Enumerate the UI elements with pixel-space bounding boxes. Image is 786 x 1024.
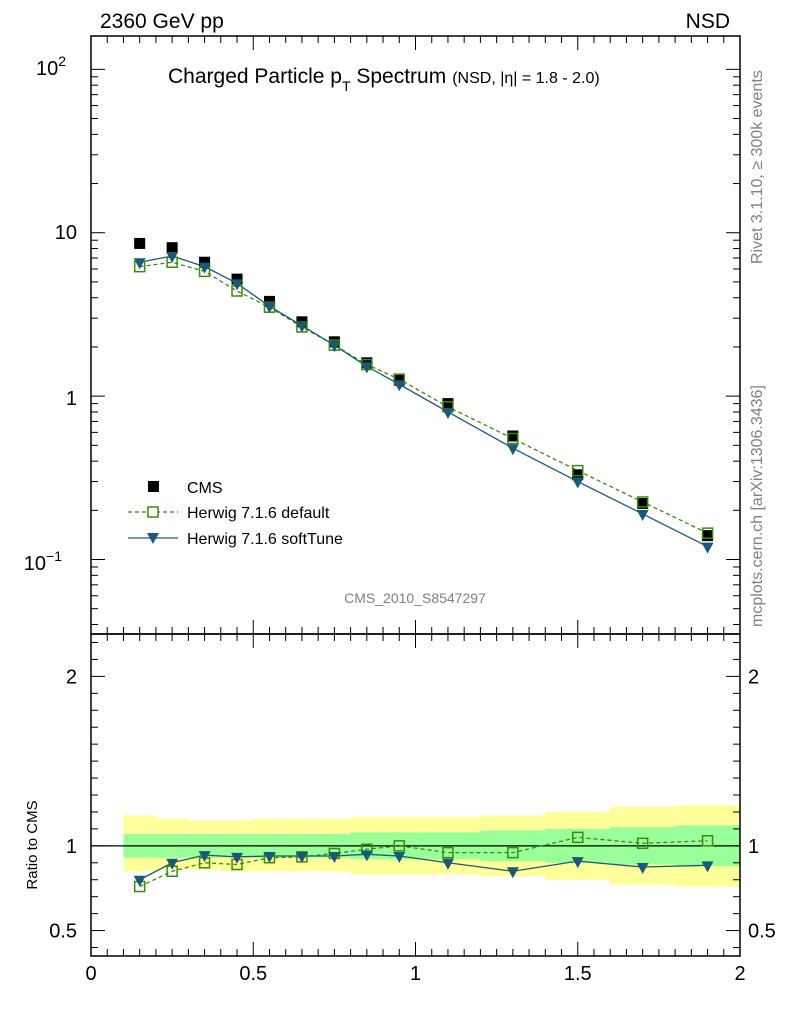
main-point-s2-1 [166,252,179,264]
main-point-s2-13 [701,542,714,554]
legend: CMS Herwig 7.1.6 default Herwig 7.1.6 so… [128,480,343,548]
main-point-s2-11 [571,477,584,489]
ratio-series-line-0 [139,836,708,888]
ratio-point-s1-1 [166,858,179,870]
xtick-label-2: 2 [734,963,745,985]
ratio-point-s1-6 [328,852,341,864]
header-left: 2360 GeV pp [100,10,224,33]
chart-title-extra: (NSD, |η| = 1.8 - 2.0) [452,70,599,87]
main-point-s0-9 [442,398,454,410]
ratio-point-s0-12 [636,837,649,850]
main-point-s0-2 [199,256,211,268]
main-point-s2-0 [133,258,146,270]
main-point-s2-6 [328,341,341,353]
ratio-series-line-1 [139,853,708,881]
main-point-s2-9 [441,407,454,419]
ratio-frame [90,633,741,957]
chart-title-main2: Spectrum [351,65,447,88]
main-point-s1-11 [572,464,584,477]
chart-title-sub: T [342,78,351,94]
rivet-label: Rivet 3.1.10, ≥ 300k events [749,70,766,264]
analysis-watermark: CMS_2010_S8547297 [344,590,486,606]
main-point-s1-12 [636,496,649,508]
ytick-label-10: 10 [55,222,77,244]
ratio-point-s1-11 [571,857,584,869]
legend-marker-cms [148,481,159,492]
ratio-ylabel: Ratio to CMS [24,800,41,889]
ratio-point-s1-9 [441,858,454,870]
ratio-point-s1-0 [133,875,146,887]
chart-title: Charged Particle pT Spectrum (NSD, |η| = … [168,65,600,94]
xtick-label-1: 1 [410,963,421,985]
ytick-label-0.1: 10−1 [24,548,62,575]
ratio-panel: Ratio to CMS [24,633,741,957]
mcplots-label: mcplots.cern.ch [arXiv:1306.3436] [749,385,766,627]
main-point-s0-3 [231,273,243,285]
main-point-s0-10 [507,430,519,442]
ratio-point-s0-13 [701,835,714,847]
chart-title-main: Charged Particle p [168,65,342,88]
ratio-point-s0-10 [507,846,519,859]
main-series-line-2 [139,255,708,548]
ratio-point-s1-3 [231,852,244,864]
legend-marker-softtune [147,533,159,544]
main-point-s1-13 [701,527,714,539]
main-point-s0-8 [393,374,405,386]
main-point-s2-10 [506,444,519,456]
header-right: NSD [686,10,730,33]
ratio-ytick-label-right-1: 1 [748,836,759,858]
xtick-label-1.5: 1.5 [564,963,592,985]
ratio-point-s0-11 [572,831,584,844]
legend-marker-default [147,506,159,518]
main-point-s0-1 [166,242,178,254]
ytick-label-100: 102 [36,53,66,80]
ratio-ytick-label-left-2: 2 [66,666,77,688]
ratio-point-s0-9 [442,846,454,859]
ratio-point-s0-8 [393,840,406,852]
xtick-label-0: 0 [85,963,96,985]
ratio-ytick-label-left-1: 1 [66,836,77,858]
ratio-point-s1-2 [198,851,211,863]
xtick-label-0.5: 0.5 [239,963,267,985]
ratio-point-s1-5 [295,852,308,864]
ratio-point-s1-8 [393,852,406,864]
main-point-s0-4 [263,295,275,307]
main-point-s0-13 [702,530,714,542]
legend-label-default: Herwig 7.1.6 default [187,505,330,522]
main-point-s0-11 [572,469,584,481]
main-point-s2-5 [295,321,308,333]
main-point-s1-10 [507,432,519,445]
main-point-s0-0 [134,237,146,249]
ratio-point-s1-12 [636,863,649,875]
main-panel: Charged Particle pT Spectrum (NSD, |η| = … [24,35,741,635]
ratio-point-s1-13 [701,861,714,873]
legend-label-cms: CMS [187,480,223,497]
main-point-s2-3 [231,279,244,291]
ytick-label-1: 1 [66,388,77,410]
main-point-s2-7 [360,362,373,374]
ratio-plot-layers [90,634,741,956]
main-point-s2-12 [636,509,649,521]
ratio-point-s1-4 [263,852,276,864]
main-point-s2-4 [263,302,276,314]
main-point-s2-2 [198,262,211,274]
main-point-s0-12 [637,498,649,510]
ratio-ytick-label-left-0.5: 0.5 [49,921,77,943]
legend-label-softtune: Herwig 7.1.6 softTune [187,531,343,548]
ratio-point-s1-7 [360,850,373,862]
ratio-ytick-label-right-2: 2 [748,666,759,688]
ratio-ytick-label-right-0.5: 0.5 [748,921,776,943]
ratio-point-s1-10 [506,867,519,879]
main-point-s2-8 [393,380,406,392]
